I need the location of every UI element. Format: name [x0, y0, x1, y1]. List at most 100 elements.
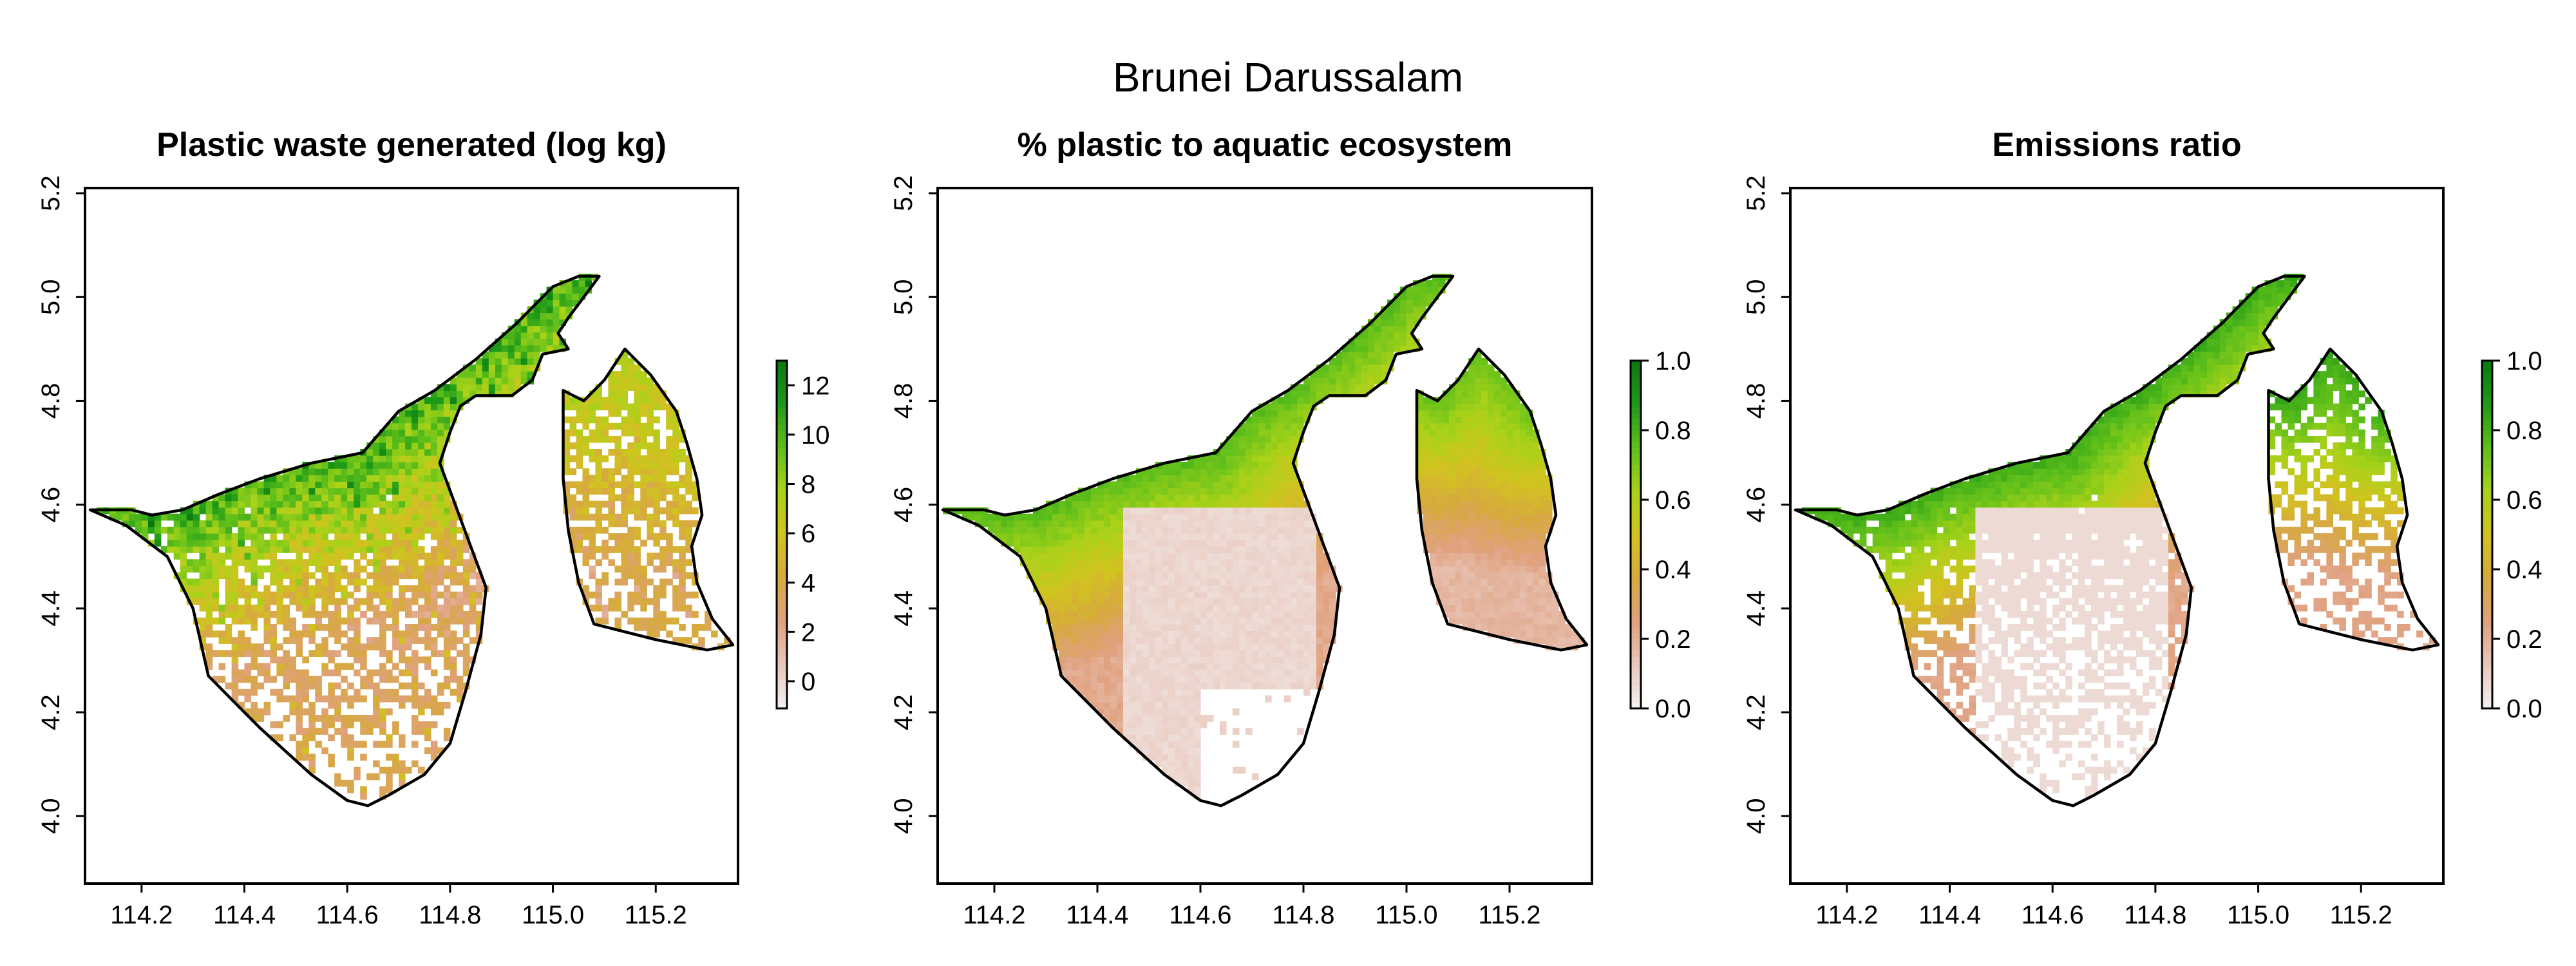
raster-cell: [1316, 650, 1323, 657]
raster-cell: [308, 708, 316, 715]
raster-cell: [1284, 435, 1291, 443]
raster-cell: [1455, 494, 1463, 502]
raster-cell: [1072, 578, 1079, 586]
raster-cell: [1258, 513, 1265, 521]
raster-cell: [1423, 475, 1430, 482]
raster-cell: [231, 559, 239, 566]
raster-cell: [1084, 682, 1092, 690]
raster-cell: [1455, 462, 1463, 469]
raster-cell: [1233, 663, 1240, 670]
raster-cell: [1455, 540, 1463, 547]
raster-cell: [614, 377, 621, 384]
raster-cell: [1130, 540, 1137, 547]
raster-cell: [315, 462, 322, 469]
raster-cell: [1213, 513, 1220, 521]
raster-cell: [1526, 462, 1533, 469]
legend-swatch: [777, 621, 787, 628]
y-tick-label: 4.8: [37, 383, 65, 419]
raster-cell: [1278, 643, 1285, 650]
raster-cell: [1252, 416, 1259, 424]
raster-cell: [1188, 701, 1195, 709]
raster-cell: [589, 565, 596, 573]
raster-cell: [1078, 669, 1085, 677]
raster-cell: [283, 526, 290, 534]
raster-cell: [218, 572, 226, 580]
raster-cell: [296, 604, 303, 612]
raster-cell: [360, 721, 367, 728]
raster-cell: [1488, 397, 1495, 404]
raster-cell: [160, 513, 168, 521]
raster-cell: [1329, 611, 1336, 618]
raster-cell: [614, 455, 621, 462]
raster-cell: [1462, 481, 1469, 489]
raster-cell: [1220, 468, 1227, 475]
raster-cell: [1091, 695, 1098, 703]
raster-cell: [315, 513, 322, 521]
raster-cell: [1520, 488, 1527, 495]
raster-cell: [328, 520, 335, 527]
raster-cell: [634, 384, 641, 391]
raster-cell: [437, 500, 444, 508]
raster-cell: [1162, 559, 1169, 566]
raster-cell: [1027, 540, 1034, 547]
raster-cell: [1284, 676, 1291, 683]
raster-cell: [559, 306, 567, 314]
raster-cell: [1142, 650, 1150, 657]
raster-cell: [1303, 578, 1311, 586]
raster-cell: [424, 591, 431, 599]
raster-cell: [1475, 533, 1482, 540]
raster-cell: [565, 280, 573, 287]
raster-cell: [1443, 578, 1450, 586]
raster-cell: [399, 500, 406, 508]
raster-cell: [257, 682, 265, 690]
raster-cell: [212, 540, 220, 547]
raster-cell: [289, 591, 296, 599]
raster-cell: [450, 507, 457, 515]
raster-cell: [283, 546, 290, 553]
raster-cell: [1349, 345, 1356, 352]
raster-cell: [373, 546, 380, 553]
raster-cell: [1387, 325, 1394, 333]
raster-cell: [514, 371, 522, 378]
raster-cell: [1455, 572, 1463, 580]
raster-cell: [1271, 604, 1278, 612]
raster-cell: [386, 656, 393, 664]
raster-cell: [430, 578, 438, 586]
raster-cell: [270, 734, 277, 741]
raster-cell: [1168, 637, 1175, 644]
raster-cell: [296, 488, 303, 495]
raster-cell: [576, 449, 583, 456]
raster-cell: [1323, 630, 1330, 638]
raster-cell: [1284, 462, 1291, 469]
raster-cell: [1226, 553, 1233, 560]
raster-cell: [251, 663, 258, 670]
raster-cell: [1526, 481, 1533, 489]
raster-cell: [1265, 494, 1272, 502]
raster-cell: [1455, 429, 1463, 437]
raster-cell: [180, 559, 187, 566]
raster-cell: [334, 559, 341, 566]
raster-cell: [1233, 656, 1240, 664]
raster-cell: [315, 624, 322, 631]
raster-cell: [1278, 559, 1285, 566]
raster-cell: [360, 540, 367, 547]
raster-cell: [533, 306, 541, 314]
raster-cell: [424, 494, 431, 502]
raster-cell: [1374, 358, 1381, 365]
raster-cell: [1110, 663, 1117, 670]
raster-cell: [1059, 591, 1066, 599]
raster-cell: [595, 462, 602, 469]
raster-cell: [1168, 715, 1175, 722]
raster-cell: [1258, 669, 1265, 677]
raster-cell: [1213, 650, 1220, 657]
raster-cell: [1123, 533, 1130, 540]
raster-cell: [1501, 500, 1508, 508]
raster-cell: [1303, 553, 1311, 560]
raster-cell: [582, 403, 590, 411]
raster-cell: [443, 728, 451, 735]
raster-cell: [1488, 513, 1495, 521]
raster-cell: [1303, 384, 1311, 391]
raster-cell: [1291, 526, 1298, 534]
raster-cell: [443, 734, 451, 741]
raster-cell: [328, 715, 335, 722]
